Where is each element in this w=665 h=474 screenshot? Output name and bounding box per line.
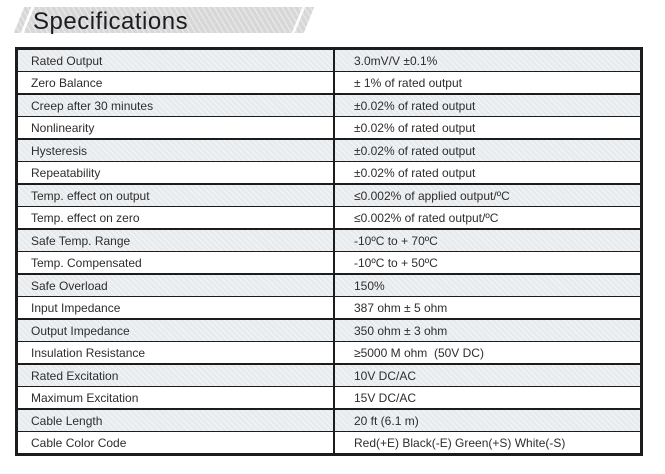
spec-value: 3.0mV/V ±0.1% [354,53,438,68]
spec-value: ±0.02% of rated output [354,143,476,158]
spec-value: ±0.02% of rated output [354,165,476,180]
spec-label: Temp. effect on output [18,185,335,206]
spec-value: ± 1% of rated output [354,75,462,90]
spec-label: Output Impedance [18,320,335,341]
spec-value: 350 ohm ± 3 ohm [354,323,448,338]
spec-label: Rated Excitation [18,365,335,386]
spec-value: 387 ohm ± 5 ohm [354,300,448,315]
spec-value: 15V DC/AC [354,390,417,405]
table-row: Input Impedance 387 ohm ± 5 ohm [18,297,640,320]
spec-label: Cable Length [18,410,335,431]
spec-value: -10ºC to + 70ºC [354,233,438,248]
spec-value: Red(+E) Black(-E) Green(+S) White(-S) [354,435,566,450]
specifications-table: Rated Output 3.0mV/V ±0.1% Zero Balance … [15,47,643,456]
table-row: Temp. effect on output ≤0.002% of applie… [18,185,640,207]
spec-label: Rated Output [18,50,335,71]
table-row: Zero Balance ± 1% of rated output [18,72,640,95]
spec-label: Temp. effect on zero [18,207,335,228]
spec-label: Hysteresis [18,140,335,161]
spec-label: Insulation Resistance [18,342,335,363]
page-title: Specifications [33,8,189,35]
spec-label: Zero Balance [18,72,335,93]
table-row: Safe Temp. Range -10ºC to + 70ºC [18,230,640,252]
spec-label: Creep after 30 minutes [18,95,335,116]
spec-value: ≥5000 M ohm (50V DC) [354,345,484,360]
table-row: Maximum Excitation 15V DC/AC [18,387,640,410]
table-row: Hysteresis ±0.02% of rated output [18,140,640,162]
table-row: Rated Output 3.0mV/V ±0.1% [18,50,640,72]
table-row: Creep after 30 minutes ±0.02% of rated o… [18,95,640,117]
table-row: Temp. effect on zero ≤0.002% of rated ou… [18,207,640,230]
spec-value: ±0.02% of rated output [354,98,476,113]
spec-label: Repeatability [18,162,335,183]
spec-value: ≤0.002% of rated output/ºC [354,210,499,225]
spec-label: Safe Temp. Range [18,230,335,251]
spec-value: 10V DC/AC [354,368,417,383]
table-row: Temp. Compensated -10ºC to + 50ºC [18,252,640,275]
spec-value: 150% [354,278,385,293]
spec-label: Temp. Compensated [18,252,335,273]
spec-label: Cable Color Code [18,432,335,453]
spec-value: -10ºC to + 50ºC [354,255,438,270]
spec-label: Safe Overload [18,275,335,296]
spec-label: Nonlinearity [18,117,335,138]
section-banner: Specifications [13,6,315,35]
spec-label: Input Impedance [18,297,335,318]
table-row: Rated Excitation 10V DC/AC [18,365,640,387]
spec-label: Maximum Excitation [18,387,335,408]
table-row: Repeatability ±0.02% of rated output [18,162,640,185]
spec-value: ±0.02% of rated output [354,120,476,135]
table-row: Output Impedance 350 ohm ± 3 ohm [18,320,640,342]
table-row: Insulation Resistance ≥5000 M ohm (50V D… [18,342,640,365]
table-row: Cable Color Code Red(+E) Black(-E) Green… [18,432,640,453]
spec-value: 20 ft (6.1 m) [354,413,419,428]
spec-value: ≤0.002% of applied output/ºC [354,188,510,203]
table-row: Safe Overload 150% [18,275,640,297]
table-row: Nonlinearity ±0.02% of rated output [18,117,640,140]
table-row: Cable Length 20 ft (6.1 m) [18,410,640,432]
